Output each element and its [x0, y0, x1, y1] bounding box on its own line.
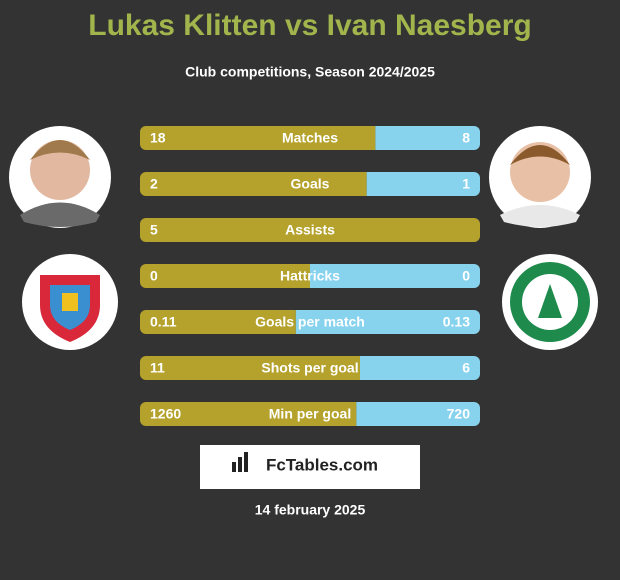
left-bar [140, 402, 357, 426]
right-player-photo [489, 126, 591, 228]
stat-row [140, 310, 480, 334]
left-value: 11 [150, 360, 165, 376]
right-club-logo [502, 254, 598, 350]
stat-label: Min per goal [269, 406, 351, 422]
stat-label: Assists [285, 222, 335, 238]
left-value: 1260 [150, 406, 181, 422]
left-value: 5 [150, 222, 158, 238]
rows: 18 Matches 8 2 Goals 1 5 Assists 0 Hattricks 0 0.11… [140, 126, 480, 426]
left-bar [140, 218, 480, 242]
right-value: 1 [462, 176, 470, 192]
right-value: 8 [462, 130, 470, 146]
stat-row [140, 402, 480, 426]
right-value: 0.13 [443, 314, 470, 330]
stat-row [140, 356, 480, 380]
left-value: 18 [150, 130, 166, 146]
brand-box: FcTables.com [200, 445, 420, 489]
left-bar [140, 356, 360, 380]
stat-row [140, 126, 480, 150]
date: 14 february 2025 [255, 502, 366, 518]
stat-label: Shots per goal [261, 360, 358, 376]
stat-row [140, 264, 480, 288]
left-value: 2 [150, 176, 158, 192]
stat-label: Hattricks [280, 268, 340, 284]
right-value: 0 [462, 268, 470, 284]
stat-label: Matches [282, 130, 338, 146]
left-player-photo [9, 126, 111, 228]
right-value: 6 [462, 360, 470, 376]
title: Lukas Klitten vs Ivan Naesberg [88, 9, 532, 42]
stat-label: Goals per match [255, 314, 365, 330]
stat-row [140, 218, 480, 242]
right-bar [356, 402, 480, 426]
stat-row [140, 172, 480, 196]
right-value: 720 [447, 406, 471, 422]
brand: FcTables.com [266, 455, 378, 474]
right-bar [366, 172, 480, 196]
right-bar [360, 356, 480, 380]
left-value: 0.11 [150, 314, 177, 330]
left-value: 0 [150, 268, 158, 284]
stat-label: Goals [291, 176, 330, 192]
right-bar [375, 126, 480, 150]
right-bar [310, 264, 480, 288]
left-bar [140, 172, 367, 196]
left-bar [140, 310, 296, 334]
left-bar [140, 264, 310, 288]
left-bar [140, 126, 376, 150]
right-bar [295, 310, 480, 334]
subtitle: Club competitions, Season 2024/2025 [185, 64, 435, 80]
left-club-logo [22, 254, 118, 350]
